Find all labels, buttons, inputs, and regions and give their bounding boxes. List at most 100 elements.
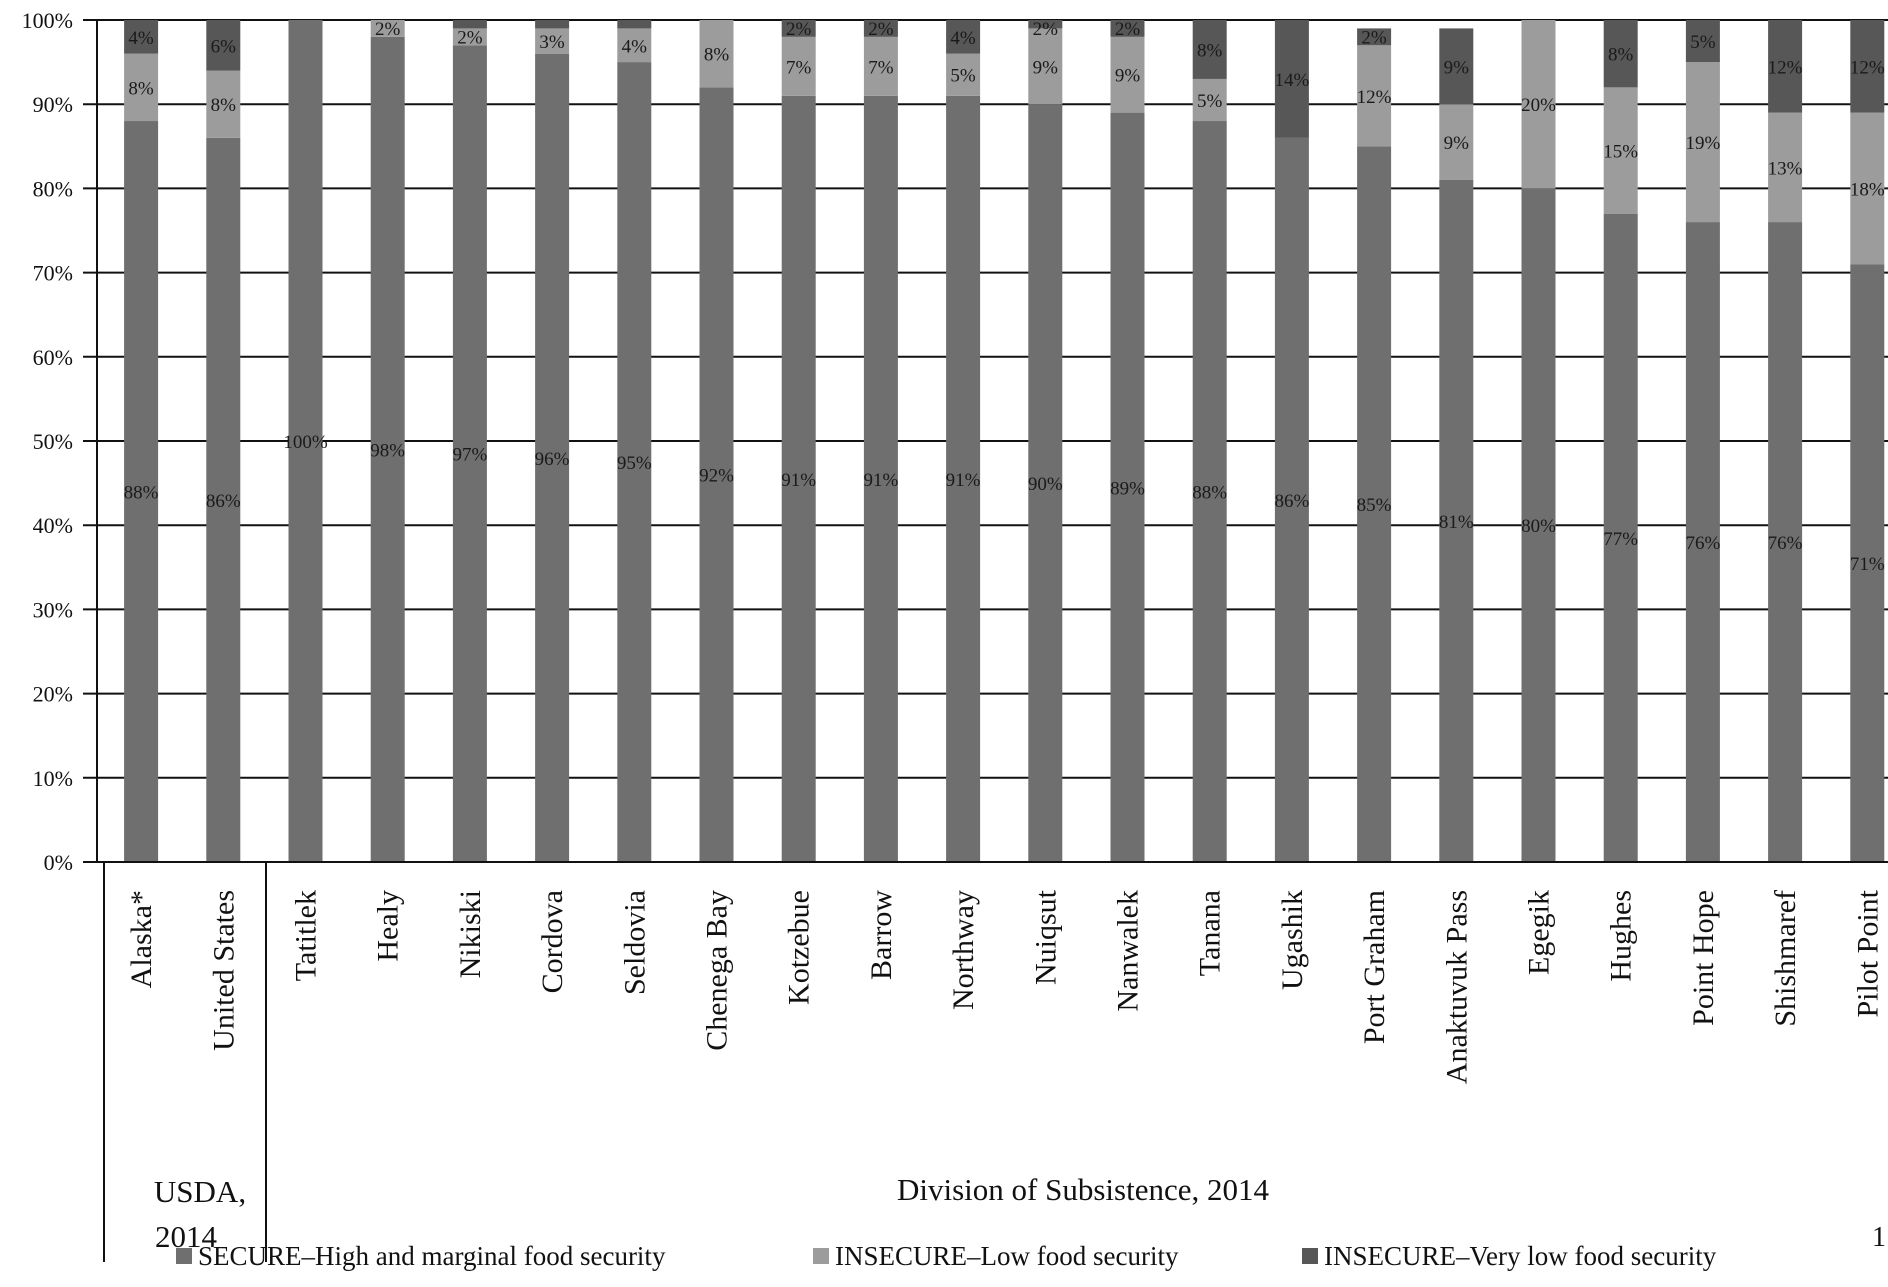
bar-segment-secure bbox=[617, 62, 652, 863]
bar-segment-secure bbox=[1439, 179, 1474, 863]
bar-segment-very-low-security bbox=[1850, 20, 1885, 113]
x-category-label: Nikiski bbox=[454, 890, 487, 978]
data-label-secure: 80% bbox=[1521, 516, 1556, 537]
bar-segment-secure bbox=[1850, 264, 1885, 862]
data-label-low-security: 3% bbox=[539, 32, 565, 53]
data-label-secure: 92% bbox=[699, 466, 734, 487]
bar-segment-low-security bbox=[946, 53, 981, 96]
data-label-secure: 91% bbox=[781, 470, 816, 491]
data-label-very-low-security: 6% bbox=[211, 36, 237, 57]
bar-segment-secure bbox=[699, 87, 734, 863]
y-tick-label: 60% bbox=[33, 345, 73, 370]
bar-segment-low-security bbox=[1110, 36, 1145, 113]
data-label-secure: 91% bbox=[946, 470, 981, 491]
bar-segment-secure bbox=[1685, 222, 1720, 862]
bar-segment-low-security bbox=[1685, 62, 1720, 223]
data-label-very-low-security: 12% bbox=[1768, 57, 1803, 78]
x-category-label: Egegik bbox=[1523, 890, 1556, 975]
data-label-very-low-security: 9% bbox=[1444, 57, 1470, 78]
y-tick-label: 0% bbox=[44, 850, 73, 875]
data-label-secure: 88% bbox=[1192, 483, 1227, 504]
data-label-secure: 81% bbox=[1439, 512, 1474, 533]
bar-segment-secure bbox=[1110, 112, 1145, 863]
legend-label: INSECURE–Very low food security bbox=[1324, 1241, 1717, 1271]
bar-segment-secure bbox=[1768, 222, 1803, 862]
bar-segment-low-security bbox=[452, 28, 487, 46]
bar-segment-very-low-security bbox=[452, 20, 487, 29]
x-category-label: Barrow bbox=[865, 890, 898, 980]
data-label-low-security: 8% bbox=[211, 95, 237, 116]
data-label-low-security: 9% bbox=[1033, 57, 1059, 78]
legend-label: INSECURE–Low food security bbox=[835, 1241, 1179, 1271]
x-category-label: Seldovia bbox=[618, 890, 651, 995]
data-label-secure: 86% bbox=[206, 491, 241, 512]
data-label-low-security: 18% bbox=[1850, 179, 1885, 200]
data-label-low-security: 20% bbox=[1521, 95, 1556, 116]
y-tick-label: 100% bbox=[22, 8, 73, 33]
bar-segment-low-security bbox=[206, 70, 241, 138]
data-label-secure: 89% bbox=[1110, 478, 1145, 499]
x-category-label: Nanwalek bbox=[1112, 890, 1145, 1012]
bar-segment-very-low-security bbox=[1439, 28, 1474, 105]
x-category-label: Tanana bbox=[1194, 890, 1227, 976]
y-tick-label: 10% bbox=[33, 766, 73, 791]
bar-segment-very-low-security bbox=[1357, 28, 1392, 46]
bar-segment-very-low-security bbox=[1768, 20, 1803, 113]
data-label-secure: 100% bbox=[283, 432, 328, 453]
data-label-secure: 71% bbox=[1850, 554, 1885, 575]
bar-segment-very-low-security bbox=[206, 20, 241, 71]
y-tick-label: 50% bbox=[33, 429, 73, 454]
bar-segment-very-low-security bbox=[124, 20, 159, 54]
x-category-label: Cordova bbox=[536, 890, 569, 993]
data-label-low-security: 7% bbox=[868, 57, 894, 78]
x-category-label: Point Hope bbox=[1687, 890, 1720, 1026]
x-category-label: Kotzebue bbox=[783, 890, 816, 1005]
data-label-secure: 77% bbox=[1603, 529, 1638, 550]
data-label-low-security: 2% bbox=[457, 27, 483, 48]
legend-label: SECURE–High and marginal food security bbox=[198, 1241, 666, 1271]
data-label-secure: 96% bbox=[535, 449, 570, 470]
bars-layer: 88% 8% 4% 86% 8% 6% 100% 98% 2% 97% 2% 96% 3% 95% 4% 92… bbox=[124, 19, 1885, 863]
data-label-low-security: 12% bbox=[1357, 87, 1392, 108]
y-tick-label: 20% bbox=[33, 682, 73, 707]
y-tick-label: 70% bbox=[33, 261, 73, 286]
x-category-label: Northway bbox=[947, 890, 980, 1010]
data-label-low-security: 4% bbox=[622, 36, 648, 57]
bar-segment-very-low-security bbox=[617, 20, 652, 29]
bar-segment-secure bbox=[206, 137, 241, 862]
x-category-label: Chenega Bay bbox=[701, 890, 734, 1051]
bar-segment-secure bbox=[1357, 146, 1392, 863]
bar-segment-very-low-security bbox=[946, 20, 981, 54]
bar-segment-low-security bbox=[1028, 28, 1063, 105]
data-label-secure: 95% bbox=[617, 453, 652, 474]
data-label-very-low-security: 8% bbox=[1197, 40, 1223, 61]
data-label-low-security: 8% bbox=[704, 45, 730, 66]
data-label-secure: 98% bbox=[370, 440, 405, 461]
data-label-secure: 88% bbox=[124, 483, 159, 504]
bar-segment-low-security bbox=[1603, 87, 1638, 214]
data-label-low-security: 13% bbox=[1768, 158, 1803, 179]
legend-swatch bbox=[1302, 1248, 1318, 1264]
bar-segment-low-security bbox=[699, 20, 734, 88]
data-label-very-low-security: 12% bbox=[1850, 57, 1885, 78]
bar-segment-low-security bbox=[1192, 78, 1227, 122]
data-label-very-low-security: 8% bbox=[1608, 45, 1634, 66]
bar-segment-very-low-security bbox=[1603, 20, 1638, 88]
bar-segment-secure bbox=[452, 45, 487, 862]
bar-segment-very-low-security bbox=[863, 20, 898, 37]
data-label-very-low-security: 2% bbox=[1115, 19, 1141, 40]
y-tick-label: 30% bbox=[33, 597, 73, 622]
x-category-label: Hughes bbox=[1605, 890, 1638, 982]
bar-segment-low-security bbox=[124, 53, 159, 122]
data-label-low-security: 2% bbox=[375, 19, 401, 40]
legend-swatch bbox=[813, 1248, 829, 1264]
data-label-low-security: 15% bbox=[1603, 142, 1638, 163]
bar-segment-secure bbox=[1274, 137, 1309, 862]
data-label-secure: 85% bbox=[1357, 495, 1392, 516]
data-label-very-low-security: 4% bbox=[950, 28, 976, 49]
bar-segment-secure bbox=[535, 53, 570, 863]
bar-segment-low-security bbox=[1768, 112, 1803, 223]
data-label-low-security: 9% bbox=[1115, 66, 1141, 87]
